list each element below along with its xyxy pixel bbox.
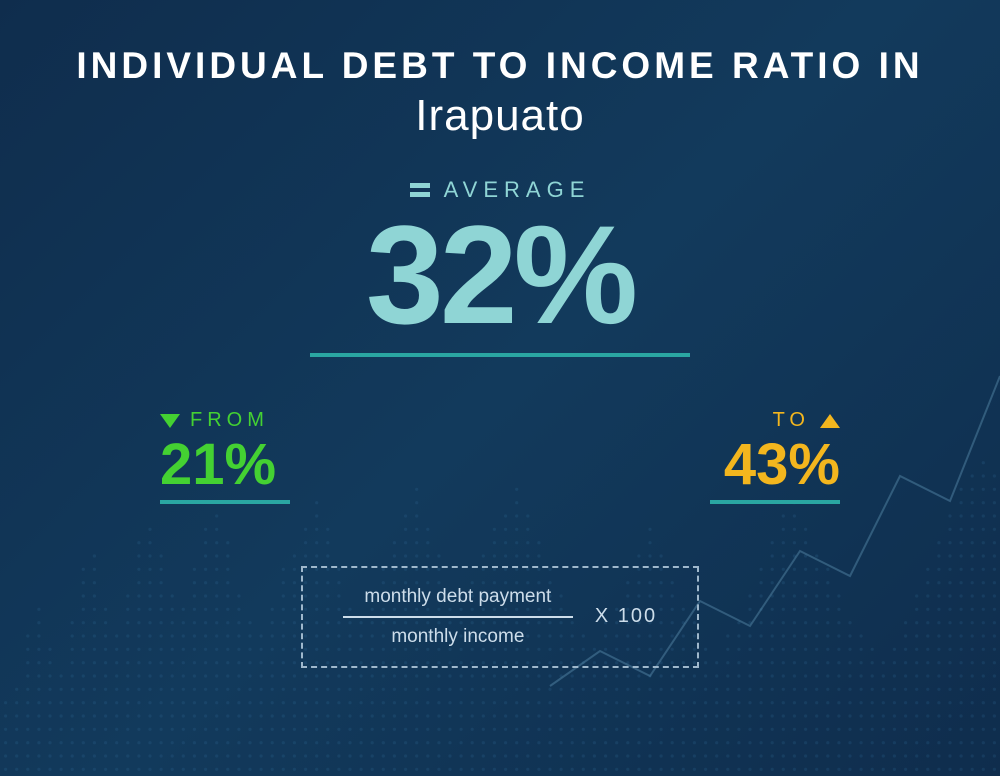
equals-icon <box>410 183 430 197</box>
formula-denominator: monthly income <box>391 626 524 648</box>
from-block: FROM 21% <box>160 409 290 504</box>
from-underline <box>160 500 290 504</box>
average-block: AVERAGE 32% <box>310 177 690 357</box>
to-label: TO <box>773 409 810 432</box>
from-label: FROM <box>190 409 269 432</box>
formula-numerator: monthly debt payment <box>364 586 551 608</box>
to-block: TO 43% <box>710 409 840 504</box>
title: INDIVIDUAL DEBT TO INCOME RATIO IN <box>76 45 923 87</box>
triangle-up-icon <box>820 414 840 428</box>
to-value: 43% <box>710 436 840 494</box>
triangle-down-icon <box>160 414 180 428</box>
fraction-line <box>343 616 573 618</box>
formula-multiplier: X 100 <box>595 605 657 628</box>
from-value: 21% <box>160 436 290 494</box>
formula-box: monthly debt payment monthly income X 10… <box>301 566 699 668</box>
location: Irapuato <box>415 91 584 141</box>
average-value: 32% <box>310 205 690 345</box>
to-underline <box>710 500 840 504</box>
average-underline <box>310 353 690 357</box>
